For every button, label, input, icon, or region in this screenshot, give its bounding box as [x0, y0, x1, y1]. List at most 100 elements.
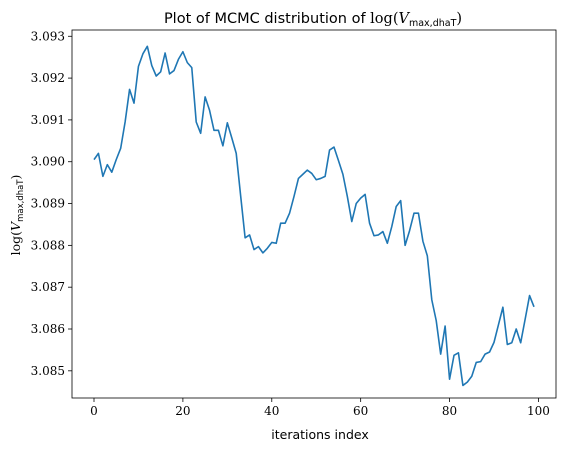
x-axis-ticks: 0 20 40 60 80 100	[90, 398, 550, 418]
data-point	[142, 53, 144, 55]
data-point	[227, 122, 229, 124]
data-point	[218, 130, 220, 132]
data-point	[382, 231, 384, 233]
data-point	[511, 342, 513, 344]
data-point	[458, 352, 460, 354]
data-point	[209, 109, 211, 111]
data-point	[124, 121, 126, 123]
chart-title-var: V	[399, 11, 411, 27]
y-tick-label: 3.087	[31, 280, 65, 294]
data-point	[462, 385, 464, 387]
data-point	[93, 159, 95, 161]
data-point	[111, 171, 113, 173]
data-point	[231, 137, 233, 139]
data-point	[507, 344, 509, 346]
data-point	[204, 96, 206, 98]
data-point	[400, 200, 402, 202]
x-tick-label: 80	[442, 404, 457, 418]
data-point	[449, 378, 451, 380]
data-point	[222, 145, 224, 147]
series-line-0	[93, 45, 535, 387]
data-point	[515, 328, 517, 330]
data-point	[182, 51, 184, 53]
y-axis-label-var: V	[8, 220, 23, 231]
data-point	[258, 246, 260, 248]
data-point	[409, 230, 411, 232]
data-point	[302, 173, 304, 175]
data-point	[351, 221, 353, 223]
data-point	[129, 89, 131, 91]
data-point	[498, 324, 500, 326]
data-point	[502, 306, 504, 308]
data-point	[475, 362, 477, 364]
y-tick-label: 3.089	[31, 197, 65, 211]
data-point	[489, 351, 491, 353]
data-point	[133, 102, 135, 104]
x-tick-label: 100	[527, 404, 550, 418]
data-point	[378, 234, 380, 236]
data-point	[138, 66, 140, 68]
chart-title: Plot of MCMC distribution of log(Vmax,dh…	[164, 11, 462, 29]
chart-title-prefix: Plot of MCMC distribution of	[164, 11, 370, 27]
data-point	[249, 234, 251, 236]
plot-frame	[71, 29, 557, 399]
data-point	[289, 212, 291, 214]
data-point	[387, 242, 389, 244]
data-point	[333, 146, 335, 148]
data-point	[253, 249, 255, 251]
data-point	[395, 206, 397, 208]
data-point	[484, 353, 486, 355]
data-point	[342, 173, 344, 175]
data-point	[160, 71, 162, 73]
data-point	[147, 46, 149, 48]
data-point	[191, 67, 193, 69]
data-point	[431, 299, 433, 301]
data-point	[471, 375, 473, 377]
data-point	[315, 179, 317, 181]
data-point	[422, 240, 424, 242]
data-point	[369, 222, 371, 224]
y-tick-label: 3.091	[31, 113, 65, 127]
data-point	[311, 173, 313, 175]
data-point	[427, 255, 429, 257]
data-point	[324, 176, 326, 178]
y-tick-label: 3.093	[31, 29, 65, 43]
data-point	[404, 245, 406, 247]
y-tick-label: 3.092	[31, 71, 65, 85]
data-point	[155, 75, 157, 77]
data-point	[480, 361, 482, 363]
data-point	[329, 149, 331, 151]
data-point	[435, 320, 437, 322]
data-point	[373, 235, 375, 237]
chart-title-sub: max,dhaT	[409, 18, 457, 29]
data-point	[200, 132, 202, 134]
data-point	[262, 252, 264, 254]
data-point	[307, 169, 309, 171]
data-point	[102, 176, 104, 178]
data-point	[195, 121, 197, 123]
data-point	[284, 222, 286, 224]
data-point	[169, 73, 171, 75]
data-point	[280, 222, 282, 224]
data-point	[355, 203, 357, 205]
data-point	[413, 212, 415, 214]
data-point	[467, 381, 469, 383]
y-tick-label: 3.090	[31, 155, 65, 169]
data-point	[391, 226, 393, 228]
y-axis-label-sub: max,dhaT	[16, 179, 26, 222]
data-point	[453, 355, 455, 357]
x-tick-label: 40	[264, 404, 279, 418]
data-point	[418, 212, 420, 214]
data-point	[267, 247, 269, 249]
data-point	[529, 295, 531, 297]
y-tick-label: 3.085	[31, 364, 65, 378]
data-point	[524, 319, 526, 321]
x-tick-label: 20	[175, 404, 190, 418]
chart-title-log: log	[370, 11, 393, 27]
data-point	[520, 342, 522, 344]
y-tick-label: 3.088	[31, 238, 65, 252]
data-point	[360, 197, 362, 199]
data-point	[107, 164, 109, 166]
data-point	[320, 178, 322, 180]
